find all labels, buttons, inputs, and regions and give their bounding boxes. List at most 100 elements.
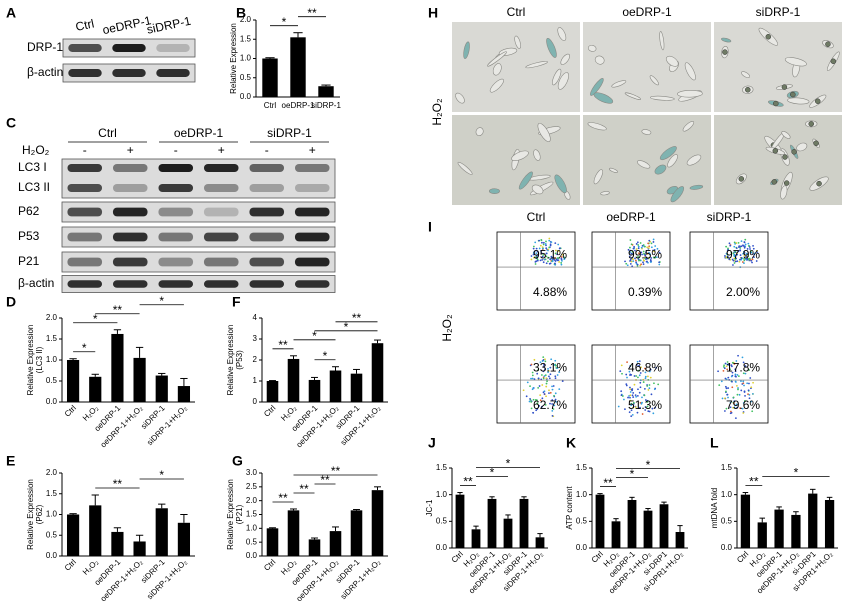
flow-dot [637,376,639,379]
row-label: LC3 II [18,180,50,194]
flow-dot [629,365,632,368]
cell [659,146,677,161]
flow-dot [547,256,550,259]
round-cell [771,179,778,185]
flow-dot [551,403,554,405]
flow-dot [743,391,746,393]
flow-dot [547,368,549,370]
flow-dot [642,244,645,246]
flow-dot [554,264,557,266]
significance-label: * [490,466,495,480]
flow-dot [546,380,548,383]
y-tick-label: 0.5 [436,516,448,525]
bar [111,333,124,402]
blot-band [203,280,239,288]
significance-label: ** [113,303,123,317]
bar [455,494,465,548]
flow-dot [532,247,535,250]
significance-label: * [323,349,328,363]
flow-dot [725,256,727,258]
flow-dot [737,387,739,389]
flow-dot [725,387,728,390]
flow-dot [530,407,533,410]
flow-dot [728,242,731,245]
x-tick-label: H₂O₂ [81,404,100,423]
flow-dot [727,396,729,399]
flow-dot [551,414,554,417]
flow-dot [742,382,745,385]
cell [552,68,562,86]
x-tick-label: Ctrl [63,557,78,572]
flow-dot [536,399,538,401]
flow-dot [533,358,536,361]
y-tick-label: 2.0 [46,313,58,322]
flow-dot [540,378,543,381]
flow-dot [721,397,724,400]
bar [350,373,363,402]
round-cell [783,180,790,186]
flow-dot [636,411,639,414]
flow-dot [646,246,649,249]
blot-band [249,257,285,267]
flow-dot [734,370,737,373]
flow-dot [628,411,631,414]
flow-dot [646,405,649,408]
percent-label: 97.9% [726,248,760,262]
flow-dot [743,246,746,249]
round-cell [772,148,779,154]
round-cell [815,98,821,104]
flow-dot [750,386,753,389]
significance-label: ** [331,464,341,478]
flow-dot [736,374,739,376]
flow-dot [631,265,634,268]
flow-dot [554,377,557,380]
cell [455,92,465,104]
cell [560,53,571,65]
bar [595,494,605,548]
bar [262,58,278,97]
flow-dot [641,396,643,399]
flow-dot [736,406,739,409]
flow-dot [532,411,534,414]
flow-dot [560,262,563,264]
y-tick-label: 1 [253,376,258,385]
cell [787,97,810,105]
flow-dot [530,401,533,403]
flow-dot [740,245,743,248]
bar [471,529,481,548]
flow-dot [561,259,563,262]
flow-dot [745,258,747,261]
flow-dot [723,410,726,412]
flow-dot [550,241,553,244]
flow-dot [640,263,643,266]
flow-dot [652,256,655,259]
flow-dot [739,249,741,252]
y-tick-label: 1.0 [721,490,733,499]
blot-band [249,184,285,192]
y-axis-label: Relative Expression [26,479,35,550]
bar [308,379,321,402]
y-tick-label: 0.0 [576,543,588,552]
flow-dot [541,241,543,244]
significance-label: * [646,458,651,472]
column-label: Ctrl [507,5,526,19]
flow-dot [534,241,537,244]
flow-dot [733,241,736,244]
flow-dot [627,396,629,399]
flow-dot [535,247,538,250]
round-cell [738,176,745,182]
flow-dot [626,361,628,364]
blot-band [112,257,148,267]
flow-dot [732,406,735,409]
micro-image [714,115,842,205]
flow-dot [644,387,646,390]
flow-dot [744,243,747,246]
bar [329,370,342,402]
y-tick-label: 1.5 [576,463,588,472]
flow-dot [561,380,564,382]
cell [665,55,679,67]
bar [66,360,80,402]
flow-dot [753,256,755,259]
flow-dot [549,366,552,369]
flow-dot [742,380,745,383]
